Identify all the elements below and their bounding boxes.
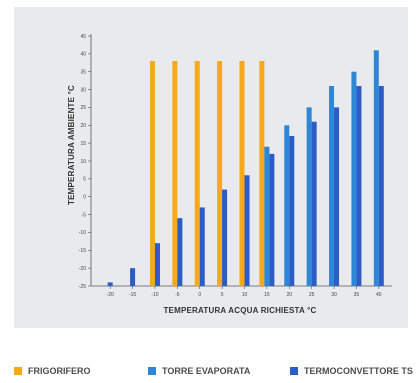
- chart-legend: FRIGORIFERO TORRE EVAPORATA TERMOCONVETT…: [0, 364, 420, 378]
- legend-swatch-termoconvettore-ts: [290, 367, 298, 375]
- legend-item-termoconvettore-ts: TERMOCONVETTORE TS: [290, 364, 413, 378]
- bar-termoconvettore-ts: [154, 243, 160, 286]
- y-tick-label: 35: [80, 70, 86, 76]
- x-tick-label: -20: [107, 292, 114, 298]
- x-tick-label: 35: [354, 292, 360, 298]
- bar-torre-evaporata: [264, 146, 270, 286]
- x-tick-label: 30: [331, 292, 337, 298]
- x-tick-label: 20: [286, 292, 292, 298]
- bar-frigorifero: [172, 61, 178, 286]
- x-tick-label: 10: [242, 292, 248, 298]
- y-tick-label: -20: [79, 266, 86, 272]
- bar-termoconvettore-ts: [244, 175, 250, 286]
- bar-termoconvettore-ts: [130, 268, 136, 286]
- bar-termoconvettore-ts: [107, 282, 113, 286]
- y-tick-label: 40: [80, 52, 86, 58]
- bar-torre-evaporata: [306, 107, 312, 286]
- bar-termoconvettore-ts: [378, 86, 384, 286]
- x-tick-label: -5: [175, 292, 180, 298]
- bar-termoconvettore-ts: [222, 189, 228, 286]
- y-axis-title: TEMPERATURA AMBIENTE °C: [67, 85, 76, 205]
- y-tick-label: -15: [79, 248, 86, 254]
- legend-label-frigorifero: FRIGORIFERO: [28, 366, 91, 376]
- legend-swatch-frigorifero: [14, 367, 22, 375]
- x-tick-label: -10: [151, 292, 158, 298]
- legend-label-termoconvettore-ts: TERMOCONVETTORE TS: [304, 366, 413, 376]
- x-tick-label: 0: [198, 292, 201, 298]
- x-tick-label: 15: [264, 292, 270, 298]
- legend-label-torre-evaporata: TORRE EVAPORATA: [162, 366, 251, 376]
- legend-item-torre-evaporata: TORRE EVAPORATA: [148, 364, 250, 378]
- chart-panel: [14, 7, 408, 328]
- x-tick-labels: -20 -15 -10 -5 0 5 10 15 20 25 30 35 40: [107, 292, 382, 298]
- y-tick-label: 30: [80, 87, 86, 93]
- x-tick-label: 40: [376, 292, 382, 298]
- y-tick-labels: -25 -20 -15 -10 -5 0 5 10 15 20 25 30 35 40 45: [79, 34, 86, 290]
- y-tick-label: 5: [83, 177, 86, 183]
- y-tick-label: -10: [79, 230, 86, 236]
- bar-termoconvettore-ts: [289, 136, 295, 286]
- x-tick-label: 5: [221, 292, 224, 298]
- bar-torre-evaporata: [351, 71, 357, 286]
- y-tick-label: 15: [80, 141, 86, 147]
- y-tick-label: 10: [80, 159, 86, 165]
- x-tick-label: -15: [129, 292, 136, 298]
- bar-termoconvettore-ts: [334, 107, 340, 286]
- x-axis-title: TEMPERATURA ACQUA RICHIESTA °C: [163, 306, 316, 315]
- chart-bars: [107, 50, 384, 287]
- bar-torre-evaporata: [373, 50, 379, 287]
- x-tick-label: 25: [309, 292, 315, 298]
- y-tick-label: -5: [82, 212, 87, 218]
- bar-torre-evaporata: [329, 86, 335, 286]
- y-tick-label: 20: [80, 123, 86, 129]
- bar-frigorifero: [259, 61, 265, 286]
- bar-frigorifero: [217, 61, 223, 286]
- legend-item-frigorifero: FRIGORIFERO: [14, 364, 91, 378]
- y-tick-label: 25: [80, 105, 86, 111]
- bar-frigorifero: [239, 61, 245, 286]
- y-tick-label: 0: [83, 195, 86, 201]
- y-tick-label: -25: [79, 284, 86, 290]
- bar-termoconvettore-ts: [177, 218, 183, 286]
- bar-termoconvettore-ts: [356, 86, 362, 286]
- bar-torre-evaporata: [284, 125, 290, 287]
- bar-termoconvettore-ts: [311, 121, 317, 286]
- y-tick-label: 45: [80, 34, 86, 40]
- legend-swatch-torre-evaporata: [148, 367, 156, 375]
- bar-termoconvettore-ts: [199, 207, 205, 286]
- bar-frigorifero: [149, 61, 155, 286]
- bar-frigorifero: [194, 61, 200, 286]
- bar-termoconvettore-ts: [269, 153, 275, 286]
